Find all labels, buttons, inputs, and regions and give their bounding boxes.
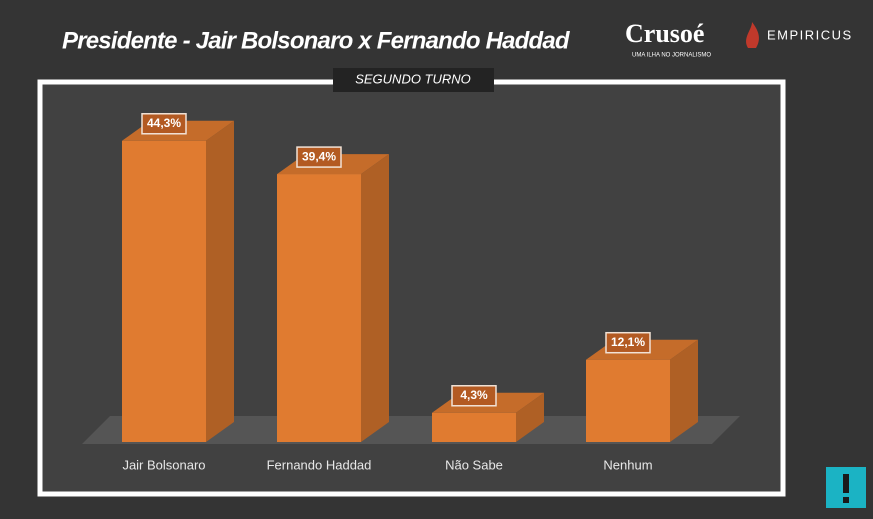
- value-label-box: [451, 385, 497, 407]
- chart-subtitle: SEGUNDO TURNO: [355, 71, 471, 86]
- chart-title: Presidente - Jair Bolsonaro x Fernando H…: [62, 27, 571, 54]
- value-label-box: [605, 331, 651, 354]
- bar-side: [361, 154, 389, 442]
- logo-main: Crusoé: [625, 19, 704, 48]
- value-label-box: [141, 113, 187, 135]
- alert-icon-dot: [843, 497, 849, 503]
- bar-side: [516, 392, 544, 442]
- bar: [586, 359, 670, 442]
- value-label: 44,3%: [147, 116, 181, 130]
- bar: [432, 412, 516, 442]
- value-label-box: [296, 146, 342, 168]
- subtitle-box: [333, 68, 494, 92]
- alert-icon-bar: [843, 474, 849, 493]
- value-label: 4,3%: [460, 388, 488, 402]
- x-tick-label: Jair Bolsonaro: [122, 457, 205, 472]
- x-tick-label: Não Sabe: [445, 457, 503, 472]
- x-tick-label: Fernando Haddad: [267, 457, 372, 472]
- logo-tagline: UMA ILHA NO JORNALISMO: [632, 53, 711, 59]
- floor: [82, 416, 740, 444]
- logo-icon: [746, 22, 759, 48]
- bar: [122, 140, 206, 442]
- value-label: 12,1%: [611, 335, 645, 349]
- x-tick-label: Nenhum: [603, 457, 652, 472]
- logo-partner: EMPIRICUS: [767, 27, 853, 42]
- bar: [277, 174, 361, 442]
- value-label: 39,4%: [302, 149, 336, 163]
- bar-side: [206, 120, 234, 442]
- bar-side: [670, 339, 698, 442]
